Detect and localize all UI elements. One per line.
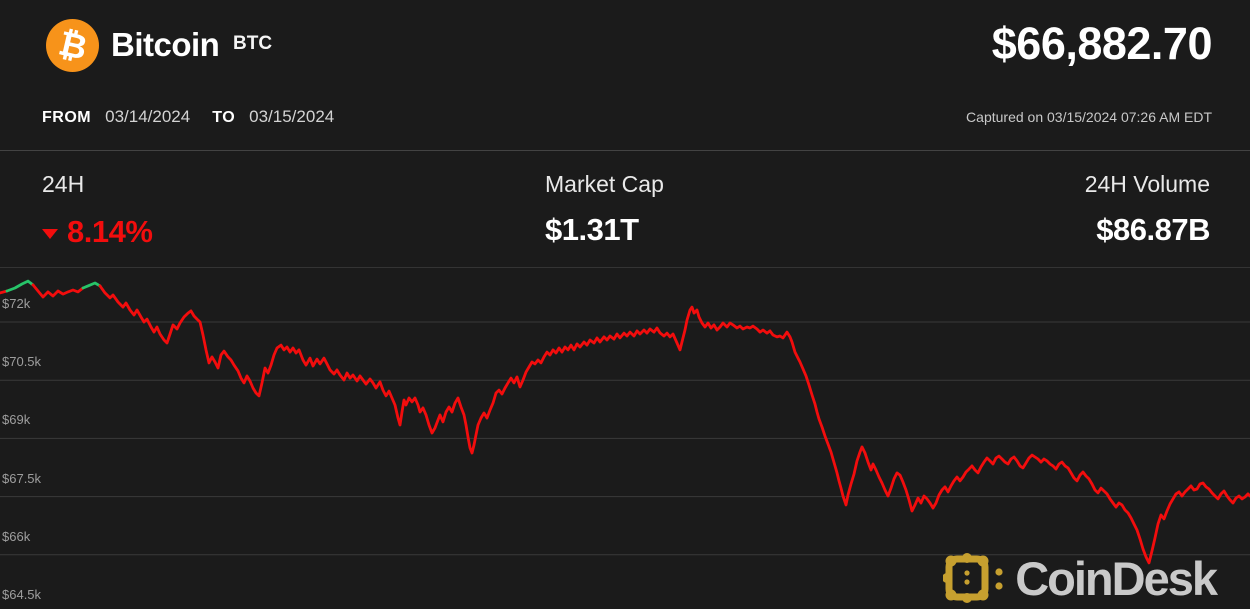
from-date[interactable]: 03/14/2024 — [105, 107, 191, 126]
coindesk-icon — [943, 553, 1003, 603]
bitcoin-glyph-icon: ₿ — [54, 23, 91, 68]
coindesk-logo[interactable]: CoinDesk — [943, 551, 1218, 605]
market-cap-stat: Market Cap $1.31T — [545, 171, 664, 248]
to-date[interactable]: 03/15/2024 — [249, 107, 335, 126]
price-line-segment — [81, 281, 102, 290]
captured-timestamp: Captured on 03/15/2024 07:26 AM EDT — [966, 109, 1212, 125]
change-label: 24H — [42, 171, 85, 197]
price-line-segment — [5, 279, 35, 293]
coindesk-wordmark: CoinDesk — [1015, 551, 1218, 605]
change-value: 8.14% — [67, 214, 153, 249]
volume-stat: 24H Volume $86.87B — [1084, 171, 1211, 248]
current-price: $66,882.70 — [991, 18, 1213, 69]
market-cap-label: Market Cap — [545, 171, 664, 197]
coin-symbol: BTC — [233, 33, 273, 54]
bitcoin-logo-icon: ₿ — [46, 19, 99, 72]
volume-value: $86.87B — [1096, 212, 1210, 247]
header-divider — [0, 150, 1250, 151]
price-line-segment — [98, 284, 1250, 565]
from-label: FROM — [42, 109, 92, 126]
to-label: TO — [212, 109, 236, 126]
down-arrow-icon — [42, 229, 58, 239]
price-line-segment — [31, 283, 85, 299]
chart-top-divider — [0, 267, 1250, 268]
market-cap-value: $1.31T — [545, 212, 639, 247]
coin-name: Bitcoin — [111, 26, 220, 63]
volume-label: 24H Volume — [1084, 171, 1210, 197]
date-range: FROM 03/14/2024 TO 03/15/2024 — [42, 107, 356, 127]
price-chart-svg — [0, 279, 1250, 565]
change-stat: 24H 8.14% — [42, 171, 153, 250]
